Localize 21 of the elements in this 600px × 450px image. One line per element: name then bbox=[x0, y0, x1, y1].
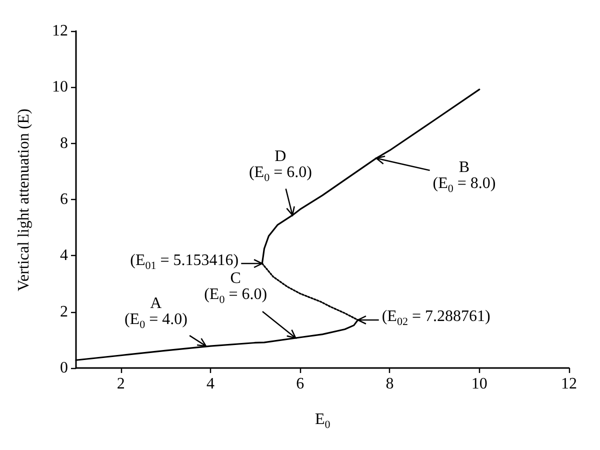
y-tick-label: 2 bbox=[60, 303, 68, 320]
annotation: (E$_{01}$ = 5.153416) bbox=[130, 252, 239, 272]
x-tick-label: 4 bbox=[206, 376, 214, 392]
y-axis-title: Vertical light attenuation (E) bbox=[14, 108, 32, 291]
annotation: A (E$_{0}$ = 4.0) bbox=[124, 294, 188, 333]
y-tick-label: 0 bbox=[60, 360, 68, 376]
x-tick-label: 8 bbox=[386, 376, 394, 392]
annotation: D (E$_{0}$ = 6.0) bbox=[248, 148, 312, 186]
x-tick-label: 2 bbox=[116, 376, 125, 392]
annotation: (E$_{02}$ = 7.288761) bbox=[382, 308, 490, 331]
x-tick-label: 6 bbox=[296, 376, 304, 392]
x-tick-label: 10 bbox=[471, 376, 488, 392]
y-tick-label: 4 bbox=[60, 247, 68, 264]
y-tick-label: 12 bbox=[52, 22, 68, 40]
annotation: B (E$_{0}$ = 8.0) bbox=[432, 158, 496, 197]
y-tick-label: 8 bbox=[60, 134, 68, 152]
annotation: C (E$_{0}$ = 6.0) bbox=[204, 270, 268, 309]
x-axis-title: E$_{0}$ bbox=[315, 410, 330, 433]
x-tick-label: 12 bbox=[561, 376, 577, 392]
y-tick-label: 6 bbox=[60, 191, 68, 208]
y-tick-label: 10 bbox=[52, 78, 68, 96]
